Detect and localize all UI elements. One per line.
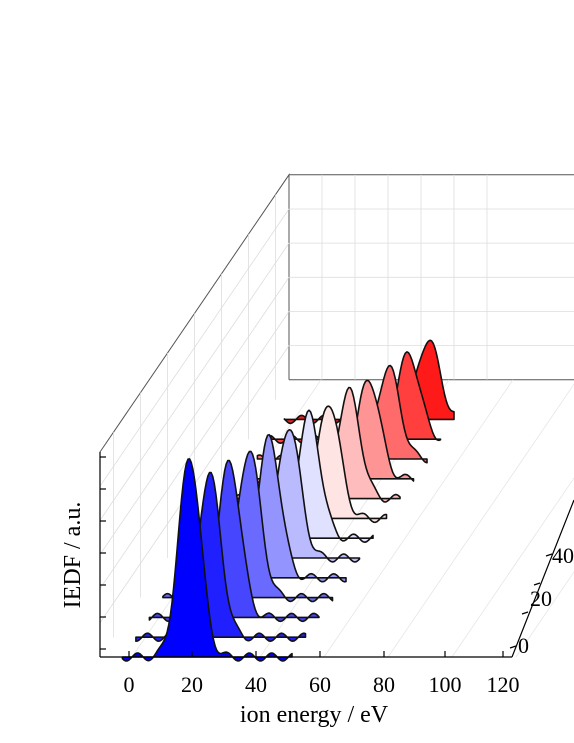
x-tick-label: 40 (245, 672, 267, 697)
floor-grid-line (323, 379, 514, 658)
series-group (121, 339, 455, 662)
depth-tick-labels: 0 20 40 (518, 543, 574, 658)
depth-tick-label: 20 (530, 586, 552, 611)
depth-tick-label: 40 (552, 543, 574, 568)
x-tick-label: 60 (309, 672, 331, 697)
axes-group (99, 452, 574, 658)
x-tick-label: 0 (124, 672, 135, 697)
depth-tick (533, 582, 541, 586)
depth-tick (521, 611, 529, 615)
depth-tick (545, 553, 553, 557)
y-axis-title: IEDF / a.u. (60, 502, 86, 609)
floor-grid-line (451, 477, 574, 658)
x-tick-label: 80 (373, 672, 395, 697)
x-tick-labels: 0 20 40 60 80 100 120 (124, 672, 520, 697)
depth-tick-label: 0 (518, 633, 529, 658)
depth-tick (509, 645, 517, 649)
x-axis-title: ion energy / eV (240, 702, 389, 728)
floor-grid-line (515, 571, 574, 658)
series-trace-1 (135, 471, 307, 642)
floor-grid-line (387, 383, 574, 658)
x-tick-label: 100 (429, 672, 462, 697)
x-tick-label: 120 (487, 672, 520, 697)
x-tick-label: 20 (181, 672, 203, 697)
back-wall-grid (99, 173, 574, 658)
depth-axis-line (511, 499, 574, 658)
